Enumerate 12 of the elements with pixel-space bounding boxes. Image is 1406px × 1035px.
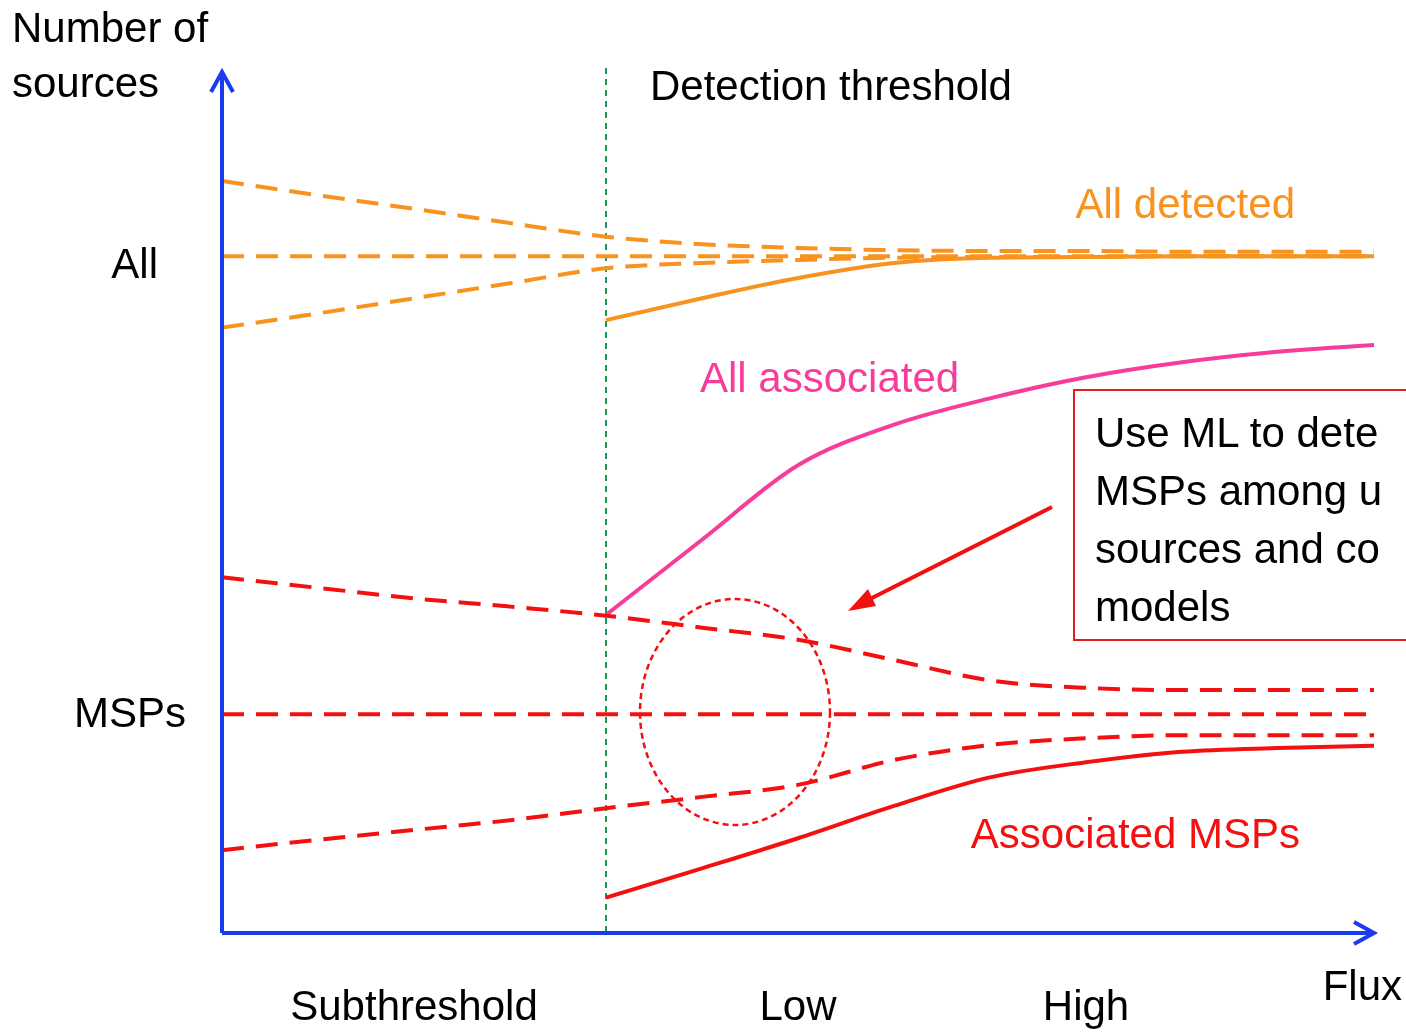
text: MSPs [73, 689, 186, 736]
x-axis-title: Flux [1322, 962, 1402, 1009]
text: Detection threshold [650, 62, 1012, 109]
annotation: Use ML to dete MSPs among u sources and co models [1095, 409, 1383, 630]
text: All [111, 240, 158, 287]
y-axis-title: Number of sources [12, 4, 209, 106]
series-label: All associated [700, 354, 960, 401]
x-tick-label: Low [759, 982, 838, 1029]
x-tick-label: High [1042, 982, 1130, 1029]
x-tick-label: Subthreshold [290, 982, 538, 1029]
series-label: Associated MSPs [970, 810, 1300, 857]
series-label: All detected [1075, 180, 1295, 227]
